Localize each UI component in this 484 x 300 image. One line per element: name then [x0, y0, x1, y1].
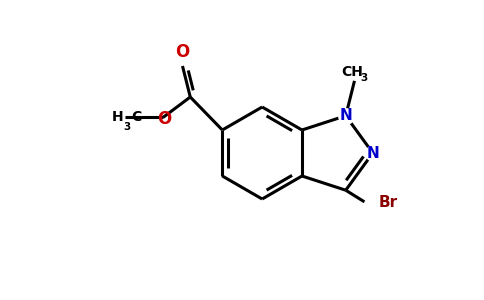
Text: H: H [111, 110, 123, 124]
Text: O: O [157, 110, 171, 128]
Text: O: O [175, 43, 190, 61]
Text: 3: 3 [123, 122, 130, 132]
Text: C: C [131, 110, 141, 124]
Text: 3: 3 [360, 73, 367, 83]
Text: CH: CH [342, 65, 363, 79]
Text: N: N [339, 108, 352, 123]
Text: N: N [366, 146, 379, 160]
Text: Br: Br [378, 195, 397, 210]
